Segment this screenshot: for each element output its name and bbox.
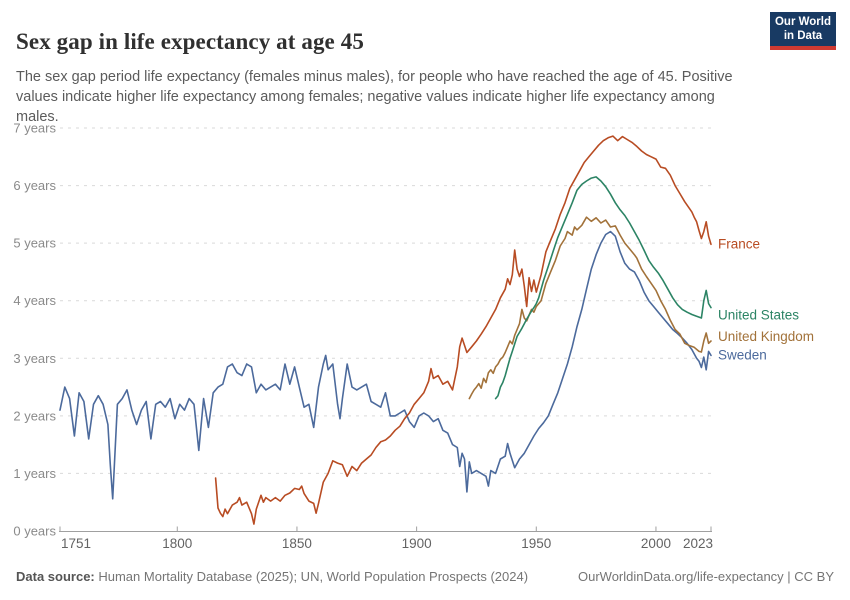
series-line-united-states[interactable] xyxy=(494,176,712,400)
x-axis: 1751 1800 1850 1900 1950 2000 2023 xyxy=(59,526,713,551)
svg-text:2 years: 2 years xyxy=(13,408,56,423)
chart-footer: Data source: Human Mortality Database (2… xyxy=(16,569,834,584)
series-line-sweden[interactable] xyxy=(59,230,712,500)
series-label-france: France xyxy=(718,236,760,251)
svg-text:1850: 1850 xyxy=(282,536,312,551)
svg-text:2023: 2023 xyxy=(683,536,713,551)
series-line-united-kingdom[interactable] xyxy=(468,216,712,400)
page-title: Sex gap in life expectancy at age 45 xyxy=(16,29,364,55)
svg-text:3 years: 3 years xyxy=(13,351,56,366)
svg-text:1900: 1900 xyxy=(402,536,432,551)
svg-text:1950: 1950 xyxy=(521,536,551,551)
svg-text:1 years: 1 years xyxy=(13,466,56,481)
chart-subtitle: The sex gap period life expectancy (fema… xyxy=(16,68,733,125)
svg-text:0 years: 0 years xyxy=(13,524,56,539)
series-label-united-states: United States xyxy=(718,308,799,323)
series-line-france[interactable] xyxy=(214,135,712,525)
svg-text:6 years: 6 years xyxy=(13,178,56,193)
data-source-label: Data source: xyxy=(16,569,95,584)
data-source-text: Data source: Human Mortality Database (2… xyxy=(16,569,529,584)
svg-text:5 years: 5 years xyxy=(13,236,56,251)
gridlines xyxy=(60,127,714,474)
y-axis-labels: 0 years 1 years 2 years 3 years 4 years 5 yea… xyxy=(13,121,56,539)
series-label-sweden: Sweden xyxy=(718,347,767,362)
svg-text:2000: 2000 xyxy=(641,536,671,551)
svg-text:7 years: 7 years xyxy=(13,121,56,136)
svg-text:1751: 1751 xyxy=(61,536,91,551)
series-end-labels: France United States United Kingdom Sweden xyxy=(718,236,814,362)
svg-text:1800: 1800 xyxy=(162,536,192,551)
owid-logo-line1: Our World xyxy=(774,15,831,28)
owid-license-link[interactable]: OurWorldinData.org/life-expectancy | CC … xyxy=(577,569,834,584)
series-label-united-kingdom: United Kingdom xyxy=(718,329,814,344)
owid-logo[interactable]: Our World in Data xyxy=(770,12,836,50)
svg-text:4 years: 4 years xyxy=(13,293,56,308)
owid-logo-line2: in Data xyxy=(783,30,823,42)
